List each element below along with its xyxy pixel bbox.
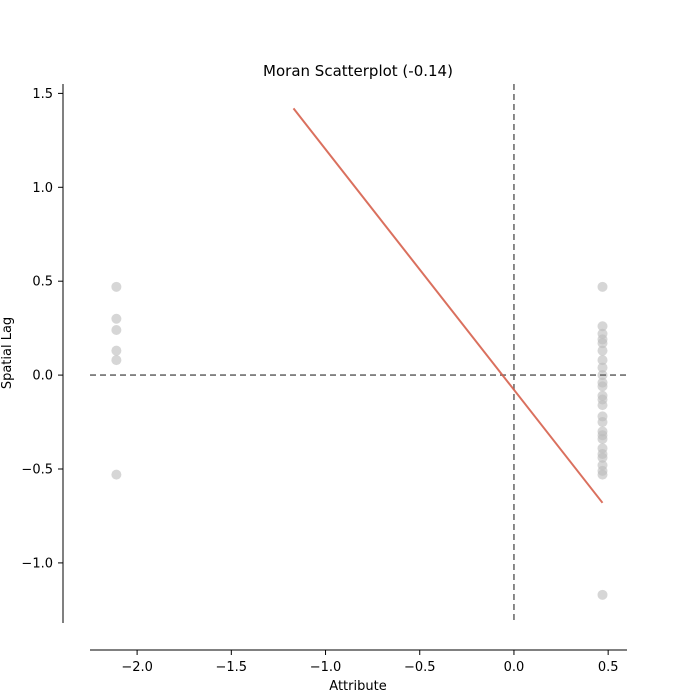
points-layer — [111, 281, 608, 600]
y-tick-label: −0.5 — [21, 463, 53, 478]
scatter-point — [597, 281, 608, 292]
y-axis-ticks: −1.0 −0.5 0.0 0.5 1.0 1.5 — [21, 87, 63, 571]
y-tick-label: −1.0 — [21, 556, 53, 571]
scatter-point — [597, 433, 608, 444]
y-tick-label: 0.0 — [32, 369, 53, 384]
scatter-point — [597, 338, 608, 349]
scatter-point — [597, 400, 608, 411]
scatter-point — [111, 355, 122, 366]
scatter-point — [111, 345, 122, 356]
scatter-point — [111, 313, 122, 324]
scatter-point — [597, 452, 608, 463]
scatter-point — [597, 362, 608, 373]
fit-line — [292, 107, 604, 504]
scatter-point — [597, 321, 608, 332]
x-tick-label: −1.5 — [216, 660, 248, 675]
scatter-point — [597, 469, 608, 480]
y-axis-label: Spatial Lag — [0, 317, 15, 389]
x-tick-label: 0.5 — [598, 660, 619, 675]
x-axis-ticks: −2.0 −1.5 −1.0 −0.5 0.0 0.5 — [121, 650, 619, 675]
scatter-point — [111, 281, 122, 292]
fit-line-layer — [292, 107, 604, 504]
scatter-point — [111, 325, 122, 336]
chart-title: Moran Scatterplot (-0.14) — [263, 62, 453, 80]
x-tick-label: −2.0 — [121, 660, 153, 675]
x-tick-label: 0.0 — [504, 660, 525, 675]
y-tick-label: 1.5 — [32, 87, 53, 102]
scatter-point — [597, 345, 608, 356]
y-tick-label: 0.5 — [32, 275, 53, 290]
x-tick-label: −0.5 — [404, 660, 436, 675]
scatter-point — [597, 355, 608, 366]
x-tick-label: −1.0 — [310, 660, 342, 675]
x-axis-label: Attribute — [329, 679, 386, 694]
scatter-point — [597, 589, 608, 600]
scatter-point — [597, 381, 608, 392]
reference-lines — [90, 84, 627, 623]
scatter-point — [111, 469, 122, 480]
scatter-point — [597, 417, 608, 428]
y-tick-label: 1.0 — [32, 181, 53, 196]
